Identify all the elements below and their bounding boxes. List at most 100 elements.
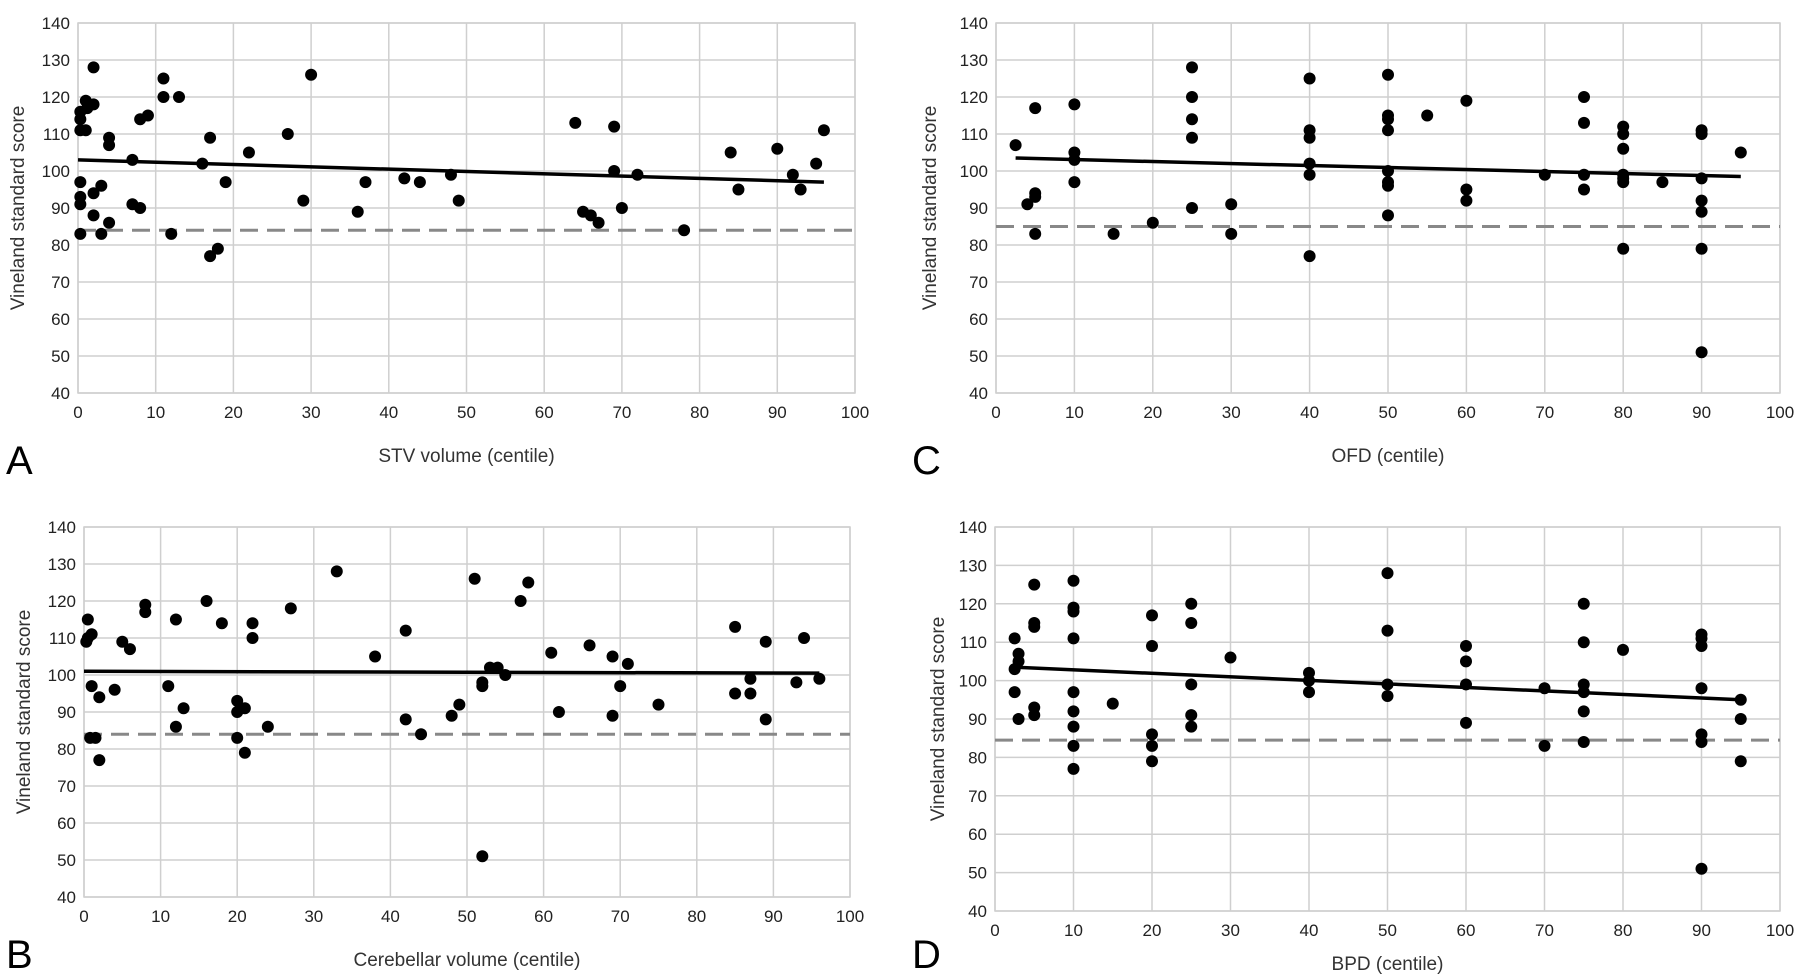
y-tick-label: 60	[57, 814, 76, 833]
data-point	[1225, 198, 1238, 211]
data-point	[1695, 128, 1708, 140]
data-point	[1012, 713, 1025, 725]
data-point	[545, 646, 558, 659]
data-point	[74, 198, 87, 211]
x-tick-label: 40	[381, 907, 400, 926]
data-point	[1460, 183, 1473, 196]
data-point	[165, 227, 178, 240]
x-tick-label: 100	[1766, 403, 1794, 422]
data-point	[87, 187, 100, 200]
y-axis-title: Vineland standard score	[920, 106, 941, 311]
data-point	[74, 227, 87, 240]
y-tick-label: 110	[49, 629, 76, 648]
x-tick-label: 10	[1065, 403, 1084, 422]
y-tick-label: 60	[968, 825, 987, 844]
data-point	[1067, 705, 1080, 718]
chart-panel-c: 40 50 60 70 80 90 100 110 120 130 140 0 10 20 30 40 50 60…	[912, 14, 1794, 483]
y-axis-title: Vineland standard score	[928, 617, 949, 822]
data-point	[1028, 620, 1041, 633]
data-point	[1185, 617, 1198, 629]
panel-letter: D	[912, 933, 941, 976]
data-point	[514, 595, 527, 607]
x-tick-label: 80	[687, 907, 706, 926]
data-point	[169, 613, 182, 626]
data-point	[729, 687, 742, 700]
data-point	[1617, 142, 1630, 155]
data-point	[592, 216, 605, 229]
data-point	[399, 713, 412, 726]
x-tick-label: 30	[304, 907, 323, 926]
y-tick-label: 130	[42, 51, 70, 70]
data-point	[1029, 227, 1042, 240]
y-tick-label: 40	[969, 384, 988, 403]
y-tick-label: 130	[960, 51, 988, 70]
data-point	[1538, 739, 1551, 752]
data-point	[1008, 632, 1021, 645]
data-point	[173, 91, 186, 103]
data-point	[1382, 209, 1394, 222]
data-point	[204, 250, 217, 263]
y-tick-label: 90	[57, 703, 76, 722]
y-tick-label: 110	[960, 633, 987, 652]
data-point	[1695, 205, 1708, 218]
plot-area-border	[995, 22, 1781, 394]
data-point	[1185, 720, 1198, 733]
x-tick-label: 100	[841, 403, 869, 422]
y-tick-label: 140	[960, 14, 988, 33]
data-point	[614, 680, 627, 693]
x-tick-label: 80	[1614, 403, 1633, 422]
data-point	[177, 702, 190, 715]
data-point	[297, 194, 310, 207]
x-tick-label: 30	[302, 403, 321, 422]
y-tick-label: 90	[969, 199, 988, 218]
x-tick-label: 60	[1457, 921, 1476, 940]
data-point	[1009, 139, 1022, 152]
data-point	[1381, 689, 1394, 702]
x-tick-label: 70	[612, 403, 631, 422]
y-tick-label: 70	[57, 777, 76, 796]
x-axis-title: Cerebellar volume (centile)	[353, 950, 580, 971]
data-point	[157, 72, 170, 85]
y-tick-label: 70	[968, 787, 987, 806]
x-tick-label: 40	[1300, 403, 1319, 422]
data-point	[1029, 190, 1042, 203]
x-tick-label: 80	[1614, 921, 1633, 940]
x-tick-label: 40	[1300, 921, 1319, 940]
data-point	[1303, 72, 1316, 85]
y-tick-label: 70	[51, 273, 70, 292]
x-axis-title: BPD (centile)	[1332, 954, 1444, 975]
data-point	[123, 643, 136, 656]
y-tick-label: 80	[51, 236, 70, 255]
data-point	[1107, 227, 1120, 240]
data-point	[74, 176, 87, 189]
y-tick-label: 120	[48, 592, 76, 611]
data-point	[219, 176, 232, 189]
data-point	[476, 680, 489, 693]
x-tick-label: 50	[457, 403, 476, 422]
data-point	[1460, 194, 1473, 207]
chart-panel-d: 40 50 60 70 80 90 100 110 120 130 140 0 10 20 30 40 50 60…	[912, 518, 1794, 976]
y-axis-title: Vineland standard score	[14, 610, 35, 815]
data-point	[116, 635, 129, 648]
data-point	[1303, 131, 1316, 144]
data-point	[1460, 94, 1473, 107]
panel-letter: C	[912, 439, 941, 483]
y-tick-label: 60	[969, 310, 988, 329]
x-tick-label: 10	[151, 907, 170, 926]
data-point	[330, 565, 343, 578]
y-tick-label: 90	[51, 199, 70, 218]
data-point	[744, 687, 757, 700]
data-point	[351, 205, 364, 218]
data-point	[1695, 242, 1708, 255]
data-point	[238, 702, 251, 715]
x-tick-label: 10	[1064, 921, 1083, 940]
data-point	[246, 632, 259, 644]
data-point	[1146, 640, 1158, 653]
data-point	[759, 713, 772, 726]
data-point	[732, 183, 745, 196]
data-point	[1068, 98, 1081, 111]
data-point	[678, 224, 691, 237]
data-point	[606, 709, 619, 722]
data-point	[1146, 609, 1158, 622]
data-point	[215, 617, 228, 630]
